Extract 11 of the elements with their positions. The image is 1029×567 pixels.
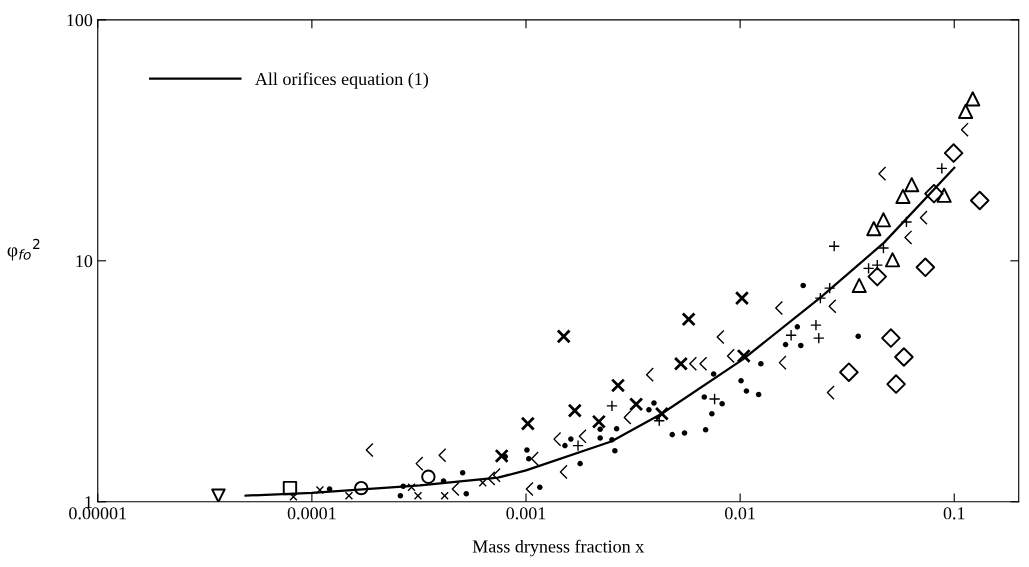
y-tick-label: 100 (67, 14, 93, 27)
x-tick-label: 0.001 (506, 507, 546, 520)
legend-label: All orifices equation (1) (255, 72, 429, 89)
y-tick-label: 10 (76, 255, 93, 268)
x-axis-title: Mass dryness fraction x (472, 539, 645, 557)
y-axis-title: φ$_{fo}$$^{2}$ (7, 238, 40, 261)
x-tick-label: 0.0001 (287, 507, 336, 520)
y-tick-label: 1 (85, 496, 92, 509)
x-tick-label: 0.01 (725, 507, 755, 520)
x-tick-label: 0.1 (943, 507, 965, 520)
x-tick-label: 0.00001 (69, 507, 127, 520)
